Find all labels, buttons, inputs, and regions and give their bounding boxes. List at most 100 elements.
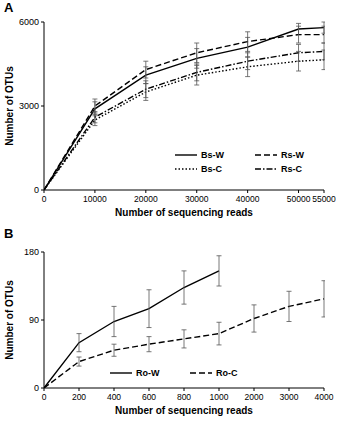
error-bar-cap — [147, 351, 152, 352]
error-bar-cap — [147, 289, 152, 290]
error-bar-stem — [247, 53, 248, 70]
error-bar-cap — [112, 306, 117, 307]
error-bar-cap — [143, 78, 148, 79]
legend-swatch — [175, 168, 197, 169]
plot-area — [44, 22, 325, 190]
x-tick-label: 4000 — [315, 392, 334, 402]
error-bar — [147, 337, 152, 352]
panel: A030006000010000200003000040000500005500… — [4, 0, 336, 218]
error-bar-cap — [217, 286, 222, 287]
legend-label: Rs-W — [281, 150, 305, 160]
error-bar-cap — [245, 76, 250, 77]
error-bar-stem — [324, 26, 325, 43]
error-bar — [322, 50, 326, 70]
y-tick-label: 90 — [29, 315, 39, 325]
y-tick — [41, 106, 44, 107]
error-bar-cap — [217, 322, 222, 323]
x-tick — [254, 388, 255, 391]
error-bar-stem — [184, 330, 185, 348]
x-tick — [44, 388, 45, 391]
legend-label: Ro-W — [136, 368, 160, 378]
error-bar-cap — [194, 64, 199, 65]
series-line — [44, 35, 324, 190]
x-tick-label: 1000 — [210, 392, 229, 402]
error-bar-cap — [77, 366, 82, 367]
error-bar — [217, 322, 222, 345]
error-bar-cap — [252, 304, 257, 305]
series-line — [44, 60, 324, 190]
legend-label: Rs-C — [281, 164, 303, 174]
x-tick-label: 200 — [72, 392, 86, 402]
error-bar-stem — [289, 291, 290, 321]
error-bar-cap — [322, 26, 326, 27]
error-bar-cap — [112, 336, 117, 337]
panel-label: B — [4, 226, 13, 241]
y-tick-label: 0 — [34, 383, 39, 393]
error-bar-cap — [322, 43, 326, 44]
y-tick — [41, 22, 44, 23]
error-bar-stem — [324, 281, 325, 317]
y-tick — [41, 252, 44, 253]
error-bar-cap — [194, 43, 199, 44]
x-tick — [298, 190, 299, 193]
error-bar — [182, 330, 187, 348]
y-tick — [41, 320, 44, 321]
error-bar-cap — [296, 44, 301, 45]
error-bar-stem — [247, 32, 248, 52]
y-axis-label: Number of OTUs — [4, 66, 15, 146]
error-bar-stem — [254, 305, 255, 332]
figure: A030006000010000200003000040000500005500… — [0, 0, 339, 433]
error-bar-stem — [94, 112, 95, 123]
x-tick — [196, 190, 197, 193]
y-tick-label: 180 — [24, 247, 39, 257]
error-bar — [296, 26, 301, 43]
error-bar — [322, 26, 326, 43]
error-bar-stem — [196, 43, 197, 63]
series-line — [44, 299, 324, 388]
error-bar-cap — [143, 100, 148, 101]
error-bar-cap — [77, 357, 82, 358]
x-tick — [145, 190, 146, 193]
error-bar — [77, 334, 82, 352]
error-bar — [322, 43, 326, 60]
x-tick — [184, 388, 185, 391]
x-tick-label: 800 — [177, 392, 191, 402]
error-bar-cap — [322, 22, 326, 23]
x-tick-label: 0 — [42, 392, 47, 402]
error-bar — [143, 61, 148, 78]
error-bar-cap — [182, 329, 187, 330]
error-bar-cap — [322, 316, 326, 317]
x-tick — [79, 388, 80, 391]
error-bar-stem — [94, 99, 95, 113]
x-tick — [324, 388, 325, 391]
error-bar-cap — [245, 31, 250, 32]
error-bar — [77, 357, 82, 366]
error-bar-cap — [92, 111, 97, 112]
error-bar — [112, 344, 117, 356]
error-bar-cap — [296, 71, 301, 72]
error-bar — [92, 99, 97, 113]
error-bar-cap — [182, 270, 187, 271]
series-line — [44, 28, 324, 190]
error-bar-cap — [245, 69, 250, 70]
error-bar-cap — [322, 280, 326, 281]
error-bar-stem — [145, 61, 146, 78]
error-bar-stem — [219, 322, 220, 345]
error-bar-cap — [143, 80, 148, 81]
y-tick-label: 0 — [34, 185, 39, 195]
error-bar-cap — [322, 59, 326, 60]
error-bar-cap — [194, 85, 199, 86]
error-bar-cap — [217, 344, 222, 345]
error-bar-cap — [143, 97, 148, 98]
error-bar-cap — [147, 336, 152, 337]
error-bar-cap — [92, 99, 97, 100]
error-bar — [217, 256, 222, 286]
x-tick-label: 400 — [107, 392, 121, 402]
x-tick-label: 600 — [142, 392, 156, 402]
error-bar-cap — [112, 344, 117, 345]
error-bar-cap — [322, 43, 326, 44]
x-tick — [247, 190, 248, 193]
error-bar-cap — [194, 80, 199, 81]
x-tick-label: 30000 — [185, 194, 209, 204]
error-bar-stem — [184, 271, 185, 304]
